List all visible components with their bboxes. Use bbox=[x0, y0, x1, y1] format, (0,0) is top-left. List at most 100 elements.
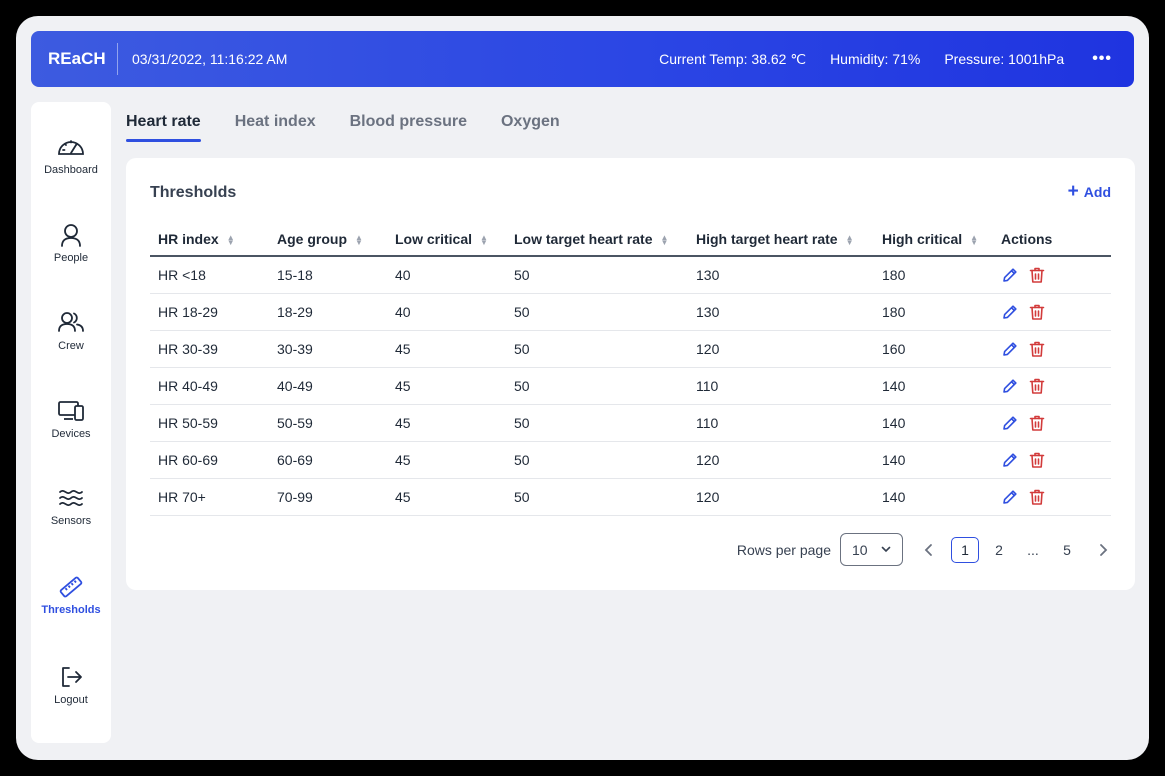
column-header-low-target[interactable]: Low target heart rate ▲ ▼ bbox=[506, 222, 688, 257]
page-button-5[interactable]: 5 bbox=[1063, 541, 1071, 558]
table-cell: 45 bbox=[387, 478, 506, 516]
table-row: HR 30-39 30-39 45 50 120 160 bbox=[150, 330, 1111, 368]
table-cell: 120 bbox=[688, 478, 874, 516]
trash-icon[interactable] bbox=[1028, 488, 1046, 506]
ruler-icon bbox=[59, 576, 83, 598]
chevron-right-icon[interactable] bbox=[1095, 542, 1111, 558]
sort-icon[interactable]: ▲ ▼ bbox=[845, 232, 854, 247]
sort-icon[interactable]: ▲ ▼ bbox=[660, 232, 669, 247]
trash-icon[interactable] bbox=[1028, 266, 1046, 284]
table-cell: 60-69 bbox=[269, 441, 387, 479]
table-cell: 50 bbox=[506, 256, 688, 294]
tab-heat-index[interactable]: Heat index bbox=[234, 113, 316, 130]
tab-oxygen[interactable]: Oxygen bbox=[500, 113, 560, 130]
table-cell: HR 18-29 bbox=[150, 293, 269, 331]
column-header-hr-index[interactable]: HR index ▲ ▼ bbox=[150, 222, 269, 257]
column-header-age-group[interactable]: Age group ▲ ▼ bbox=[269, 222, 387, 257]
sidebar-item-label: Dashboard bbox=[44, 164, 98, 176]
header-divider bbox=[117, 43, 118, 75]
brand-logo[interactable]: REaCH bbox=[48, 49, 106, 68]
pagination: Rows per page 10 1 2... 5 bbox=[737, 533, 1111, 566]
table-cell: 110 bbox=[688, 367, 874, 405]
table-cell: 40-49 bbox=[269, 367, 387, 405]
ellipsis-icon[interactable]: ••• bbox=[1092, 50, 1112, 67]
chevron-left-icon[interactable] bbox=[921, 542, 937, 558]
sidebar-item-label: Thresholds bbox=[41, 604, 101, 616]
trash-icon[interactable] bbox=[1028, 414, 1046, 432]
column-header-high-target[interactable]: High target heart rate ▲ ▼ bbox=[688, 222, 874, 257]
sidebar-item-thresholds[interactable]: Thresholds bbox=[31, 574, 111, 616]
table-cell: 110 bbox=[688, 404, 874, 442]
table-cell: 45 bbox=[387, 330, 506, 368]
table-cell: 120 bbox=[688, 330, 874, 368]
table-cell: HR 50-59 bbox=[150, 404, 269, 442]
table-cell: HR 30-39 bbox=[150, 330, 269, 368]
rows-per-page-value: 10 bbox=[852, 541, 868, 558]
sidebar: Dashboard People Crew Devices bbox=[31, 102, 111, 743]
row-actions bbox=[993, 441, 1111, 479]
sidebar-item-crew[interactable]: Crew bbox=[31, 310, 111, 352]
table-cell: 45 bbox=[387, 404, 506, 442]
table-cell: 50 bbox=[506, 330, 688, 368]
tab-heart-rate[interactable]: Heart rate bbox=[126, 110, 201, 142]
pencil-icon[interactable] bbox=[1001, 414, 1019, 432]
sidebar-item-dashboard[interactable]: Dashboard bbox=[31, 134, 111, 176]
group-icon bbox=[58, 312, 84, 332]
rows-per-page-select[interactable]: 10 bbox=[840, 533, 903, 566]
table-cell: 160 bbox=[874, 330, 993, 368]
pencil-icon[interactable] bbox=[1001, 340, 1019, 358]
pencil-icon[interactable] bbox=[1001, 488, 1019, 506]
table-cell: 140 bbox=[874, 367, 993, 405]
sidebar-item-label: Logout bbox=[54, 694, 88, 706]
table-row: HR <18 15-18 40 50 130 180 bbox=[150, 256, 1111, 294]
table-row: HR 60-69 60-69 45 50 120 140 bbox=[150, 441, 1111, 479]
sidebar-item-label: Crew bbox=[58, 340, 84, 352]
pencil-icon[interactable] bbox=[1001, 266, 1019, 284]
sidebar-item-people[interactable]: People bbox=[31, 222, 111, 264]
card-title: Thresholds bbox=[150, 184, 237, 201]
table-cell: 30-39 bbox=[269, 330, 387, 368]
table-cell: 50 bbox=[506, 367, 688, 405]
trash-icon[interactable] bbox=[1028, 340, 1046, 358]
sidebar-item-devices[interactable]: Devices bbox=[31, 398, 111, 440]
person-icon bbox=[61, 224, 81, 247]
page-button-2[interactable]: 2 bbox=[995, 541, 1003, 558]
pencil-icon[interactable] bbox=[1001, 451, 1019, 469]
sort-icon[interactable]: ▲ ▼ bbox=[226, 232, 235, 247]
add-button-label: Add bbox=[1083, 184, 1111, 200]
trash-icon[interactable] bbox=[1028, 377, 1046, 395]
column-header-low-critical[interactable]: Low critical ▲ ▼ bbox=[387, 222, 506, 257]
table-cell: 50 bbox=[506, 293, 688, 331]
chevron-down-icon bbox=[881, 546, 891, 553]
rows-per-page-label: Rows per page bbox=[736, 541, 831, 558]
pressure: Pressure: 1001hPa bbox=[944, 51, 1065, 67]
gauge-icon bbox=[58, 140, 84, 155]
add-button[interactable]: + Add bbox=[1068, 182, 1111, 201]
page-ellipsis: ... bbox=[1027, 541, 1039, 558]
row-actions bbox=[993, 256, 1111, 294]
table-cell: 50 bbox=[506, 404, 688, 442]
page-button-1[interactable]: 1 bbox=[951, 536, 979, 563]
table-row: HR 40-49 40-49 45 50 110 140 bbox=[150, 367, 1111, 405]
sidebar-item-label: People bbox=[53, 252, 89, 264]
table-cell: 50 bbox=[506, 441, 688, 479]
sort-icon[interactable]: ▲ ▼ bbox=[480, 232, 488, 247]
tab-blood-pressure[interactable]: Blood pressure bbox=[349, 113, 467, 130]
current-temp: Current Temp: 38.62 ℃ bbox=[659, 50, 807, 67]
row-actions bbox=[993, 367, 1111, 405]
sort-icon[interactable]: ▲ ▼ bbox=[355, 232, 363, 247]
sidebar-item-sensors[interactable]: Sensors bbox=[31, 485, 111, 527]
pencil-icon[interactable] bbox=[1001, 377, 1019, 395]
table-cell: HR 70+ bbox=[150, 478, 269, 516]
table-cell: 120 bbox=[688, 441, 874, 479]
table-cell: HR 40-49 bbox=[150, 367, 269, 405]
sort-icon[interactable]: ▲ ▼ bbox=[970, 232, 979, 247]
trash-icon[interactable] bbox=[1028, 451, 1046, 469]
app-frame: REaCH 03/31/2022, 11:16:22 AM Current Te… bbox=[16, 16, 1149, 760]
sidebar-item-logout[interactable]: Logout bbox=[31, 664, 111, 706]
pencil-icon[interactable] bbox=[1001, 303, 1019, 321]
table-row: HR 18-29 18-29 40 50 130 180 bbox=[150, 293, 1111, 331]
column-header-high-critical[interactable]: High critical ▲ ▼ bbox=[874, 222, 993, 257]
trash-icon[interactable] bbox=[1028, 303, 1046, 321]
row-actions bbox=[993, 404, 1111, 442]
